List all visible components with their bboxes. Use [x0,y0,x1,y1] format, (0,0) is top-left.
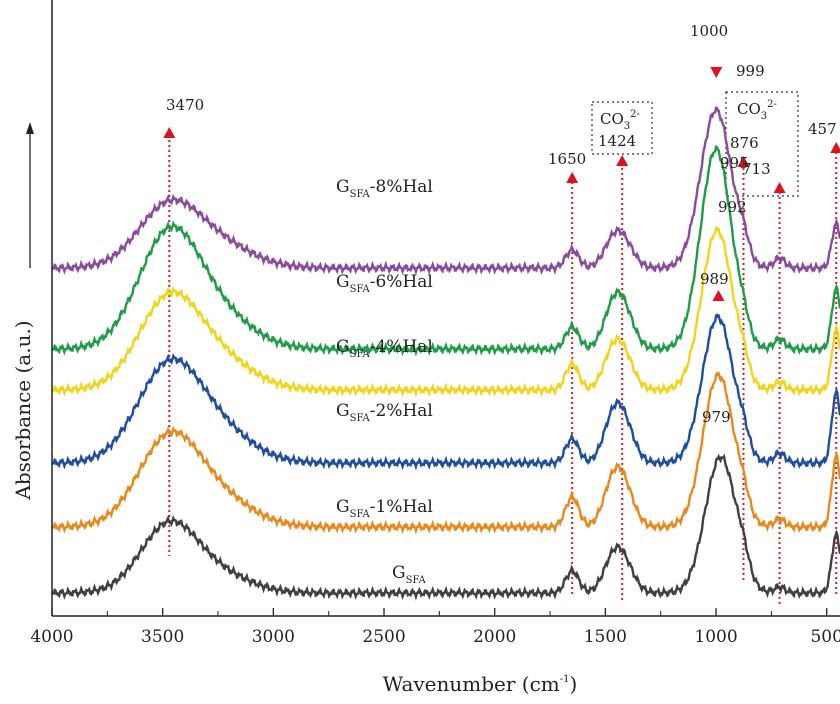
x-tick-label: 1500 [584,627,627,647]
series-label-3: GSFA-4%Hal [336,337,433,360]
series-line-5 [51,106,840,276]
peak-label-992: 992 [718,198,747,216]
x-ticks: 4000 3500 3000 2500 2000 1500 1000 500 [30,608,840,647]
co3-box-left [591,101,653,155]
peak-marker-1 [566,172,579,183]
x-tick-label: 4000 [30,627,73,647]
peak-label-999: 999 [736,62,765,80]
co3-label-right: CO32- [737,99,777,122]
x-axis-title: Wavenumber (cm-1) [383,672,578,696]
peak-markers [163,67,840,301]
peak-label-3470: 3470 [166,96,204,114]
axes: 4000 3500 3000 2500 2000 1500 1000 500 Wavenumb… [11,0,840,696]
series-line-0 [51,453,840,601]
series-line-3 [51,226,840,398]
peak-label-876: 876 [730,134,759,152]
series-labels: GSFA GSFA-1%Hal GSFA-2%Hal GSFA-4%Hal GSFA-6… [336,177,433,586]
x-tick-label: 500 [810,627,840,647]
series-label-4: GSFA-6%Hal [336,272,433,295]
peak-label-1000: 1000 [690,22,728,40]
peak-label-713: 713 [742,160,771,178]
series-label-1: GSFA-1%Hal [336,497,433,520]
x-tick-label: 3500 [141,627,184,647]
reference-lines [168,140,838,604]
series-group [51,106,840,601]
y-arrow-head [26,122,34,134]
peak-label-1424: 1424 [598,132,636,150]
x-tick-label: 1000 [694,627,737,647]
series-line-2 [51,313,840,471]
series-label-0: GSFA [392,563,427,586]
x-tick-label: 3000 [252,627,295,647]
peak-label-995: 995 [720,154,749,172]
peak-label-979: 979 [702,408,731,426]
y-axis-title: Absorbance (a.u.) [11,320,35,500]
peak-marker-3 [737,156,750,167]
peak-labels: 3470 1650 1424 1000 999 995 992 989 979 876 713 457 [166,22,837,426]
peak-label-989: 989 [700,270,729,288]
peak-label-457: 457 [808,120,837,138]
x-tick-label: 2000 [473,627,516,647]
series-label-2: GSFA-2%Hal [336,401,433,424]
series-line-4 [51,145,840,357]
peak-marker-7 [712,290,725,301]
peak-marker-4 [773,182,786,193]
peak-marker-6 [710,67,723,78]
peak-label-1650: 1650 [548,150,586,168]
peak-marker-2 [616,155,629,166]
series-label-5: GSFA-8%Hal [336,177,433,200]
peak-marker-5 [830,142,840,153]
co3-label-left: CO32- [600,109,640,132]
series-line-1 [51,370,840,535]
peak-marker-0 [163,127,176,138]
x-tick-label: 2500 [362,627,405,647]
